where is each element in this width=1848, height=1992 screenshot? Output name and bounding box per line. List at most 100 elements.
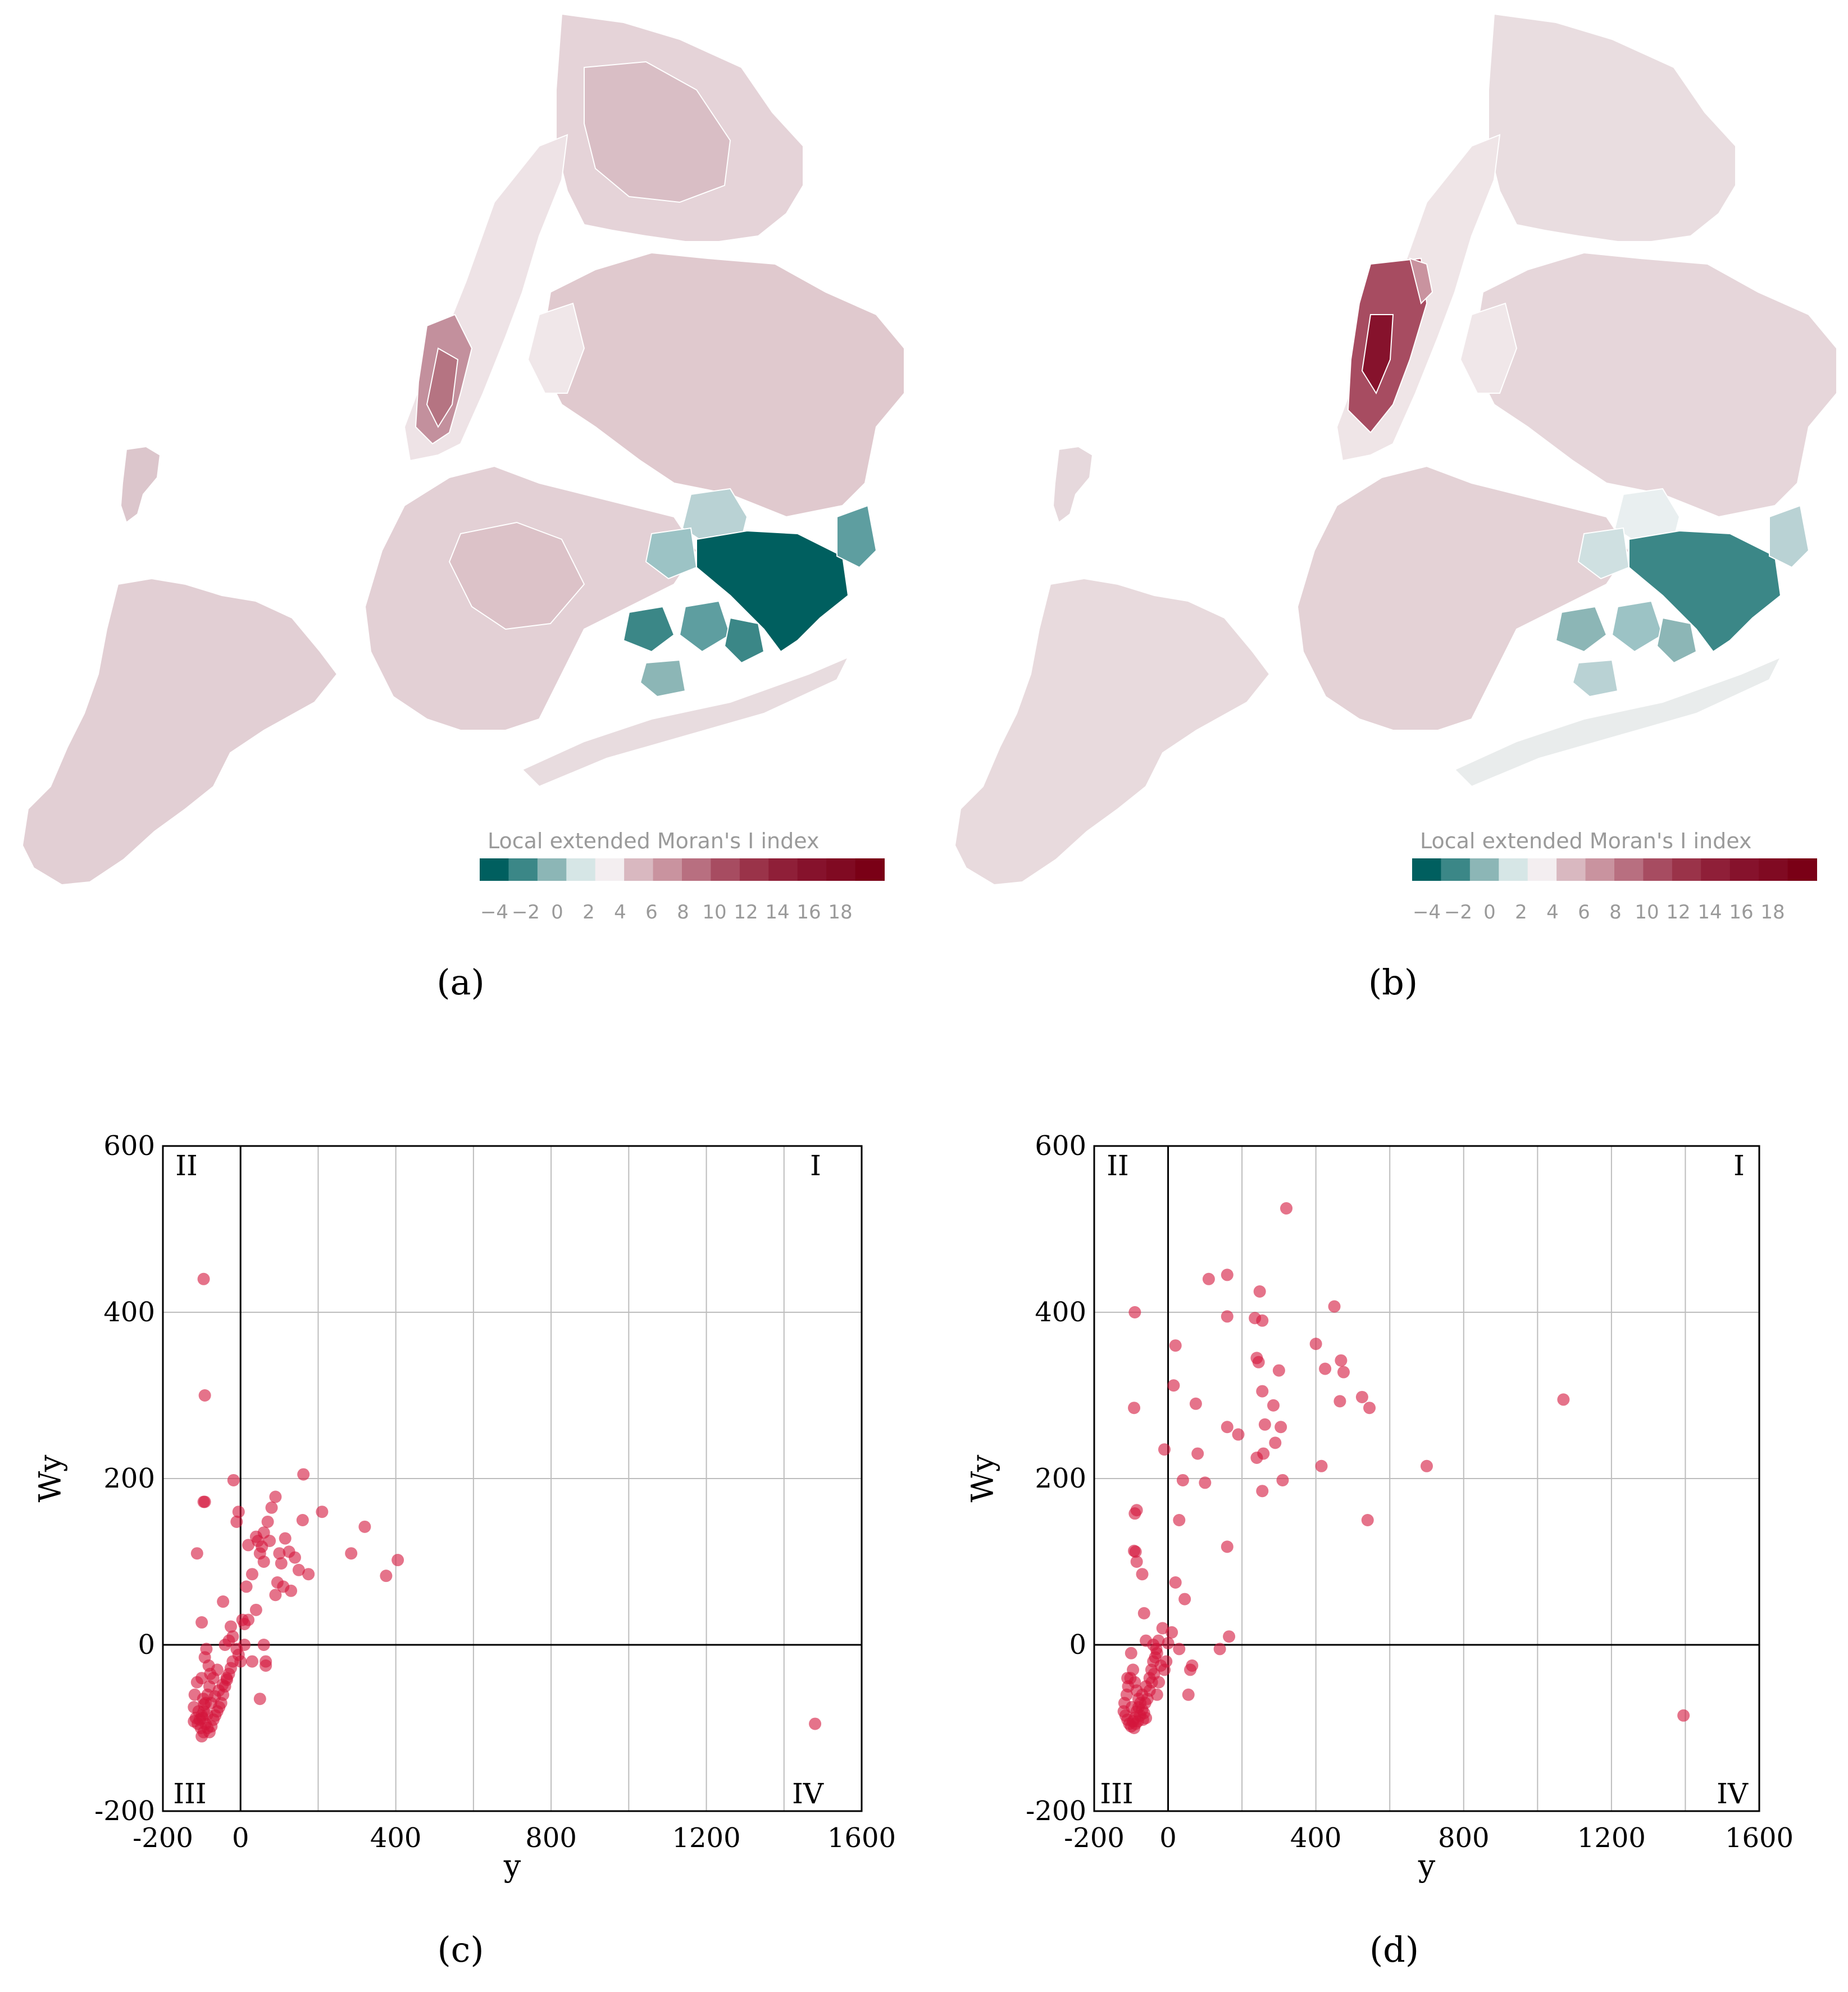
data-point xyxy=(226,1655,239,1668)
legend-tick-label: 8 xyxy=(677,901,689,924)
data-point xyxy=(245,1655,258,1668)
data-point xyxy=(195,1672,208,1685)
x-tick-label: 800 xyxy=(1438,1822,1490,1854)
data-point xyxy=(1363,1402,1376,1415)
subfigure-label-d: (d) xyxy=(1369,1929,1419,1970)
legend-ticks: −4 −2 0 2 4 6 8 10 12 14 16 18 xyxy=(480,901,853,924)
legend-tick-label: 2 xyxy=(1515,901,1527,924)
data-point xyxy=(809,1717,822,1730)
data-point xyxy=(198,1389,211,1402)
staten-island-region xyxy=(21,577,338,886)
legend-swatch xyxy=(1527,858,1558,881)
data-point xyxy=(1315,1459,1328,1472)
y-tick-label: -200 xyxy=(94,1795,155,1827)
legend-swatch xyxy=(1585,858,1615,881)
data-point xyxy=(1130,1556,1143,1568)
legend-swatch xyxy=(508,858,538,881)
data-point xyxy=(1269,1436,1282,1449)
tick-labels: -200 0 400 800 1200 1600 -200 0 200 400 600 xyxy=(1026,1130,1794,1854)
x-tick-label: 1200 xyxy=(672,1822,740,1854)
data-point xyxy=(1137,1607,1150,1620)
data-point xyxy=(1677,1709,1690,1722)
quadrant-label-i: I xyxy=(1733,1149,1745,1182)
brooklyn-region xyxy=(364,465,698,731)
legend-swatch xyxy=(595,858,625,881)
legend-swatch xyxy=(711,858,740,881)
data-point xyxy=(1128,1306,1141,1318)
legend-tick-label: −4 xyxy=(1413,901,1441,924)
queens-region xyxy=(1459,252,1837,518)
data-point xyxy=(392,1554,404,1567)
x-tick-label: -200 xyxy=(1064,1822,1125,1854)
manhattan-region xyxy=(1336,134,1501,462)
legend-swatches xyxy=(480,858,885,881)
data-point xyxy=(1267,1399,1280,1412)
legend-tick-label: −2 xyxy=(1444,901,1472,924)
data-point xyxy=(1121,1672,1134,1685)
data-point xyxy=(261,1515,274,1528)
data-point xyxy=(1173,1643,1186,1656)
x-tick-label: 800 xyxy=(525,1822,577,1854)
legend-swatch xyxy=(1412,858,1442,881)
rockaway-region xyxy=(521,656,850,788)
subfigure-label-a: (a) xyxy=(436,962,484,1003)
data-point xyxy=(1166,1626,1178,1639)
data-point xyxy=(1128,1402,1141,1415)
data-point xyxy=(224,1620,237,1633)
legend-tick-label: 0 xyxy=(551,901,563,924)
y-tick-label: 400 xyxy=(103,1297,155,1328)
tick-labels: -200 0 400 800 1200 1600 -200 0 200 400 600 xyxy=(94,1130,896,1854)
legend-tick-label: 8 xyxy=(1609,901,1622,924)
data-point xyxy=(345,1547,358,1560)
data-point xyxy=(1557,1393,1570,1406)
data-point xyxy=(1162,1637,1175,1650)
data-points xyxy=(1117,1202,1690,1734)
data-point xyxy=(190,1547,203,1560)
legend-tick-label: 10 xyxy=(1635,901,1659,924)
data-point xyxy=(1160,1655,1173,1668)
x-tick-label: 1600 xyxy=(1725,1822,1794,1854)
bronx-region xyxy=(556,13,804,242)
legend-tick-label: 4 xyxy=(1546,901,1559,924)
y-tick-label: 600 xyxy=(1035,1130,1086,1162)
data-point xyxy=(269,1490,282,1503)
data-point xyxy=(1361,1514,1374,1526)
data-point xyxy=(217,1595,230,1608)
bronx-region xyxy=(1488,13,1736,242)
brooklyn-region xyxy=(1296,465,1630,731)
y-tick-label: 600 xyxy=(103,1130,155,1162)
x-tick-label: 0 xyxy=(1159,1822,1177,1854)
data-point xyxy=(1129,1545,1142,1558)
data-point xyxy=(242,1539,255,1552)
data-point xyxy=(1221,1421,1233,1434)
data-point xyxy=(1335,1354,1348,1367)
data-point xyxy=(1223,1630,1236,1643)
data-point xyxy=(238,1639,251,1651)
data-point xyxy=(316,1506,329,1518)
data-point xyxy=(260,1659,272,1672)
jamaica-bay-negative-cluster xyxy=(622,488,877,698)
data-point xyxy=(197,1272,210,1285)
data-point xyxy=(253,1693,266,1706)
quadrant-label-iv: IV xyxy=(792,1777,824,1810)
jamaica-bay-negative-cluster xyxy=(1555,488,1810,698)
x-axis-label: y xyxy=(503,1848,521,1884)
legend-swatch xyxy=(1787,858,1817,881)
legend-swatch xyxy=(1499,858,1528,881)
legend-tick-label: −4 xyxy=(480,901,508,924)
legend-swatch xyxy=(1441,858,1471,881)
data-point xyxy=(288,1551,301,1564)
legend-tick-label: 14 xyxy=(765,901,789,924)
quadrant-label-ii: II xyxy=(175,1149,198,1182)
data-point xyxy=(358,1520,371,1533)
legend-swatch xyxy=(1672,858,1702,881)
y-tick-label: 200 xyxy=(103,1463,155,1494)
legend-swatch xyxy=(1701,858,1731,881)
y-axis-label: Wy xyxy=(965,1454,1000,1502)
data-point xyxy=(1221,1540,1233,1553)
data-point xyxy=(1186,1659,1199,1672)
data-point xyxy=(273,1547,286,1560)
quadrant-label-ii: II xyxy=(1107,1149,1129,1182)
data-point xyxy=(1130,1504,1143,1517)
scatter-d: -200 0 400 800 1200 1600 -200 0 200 400 600 y Wy I… xyxy=(965,1130,1794,1970)
